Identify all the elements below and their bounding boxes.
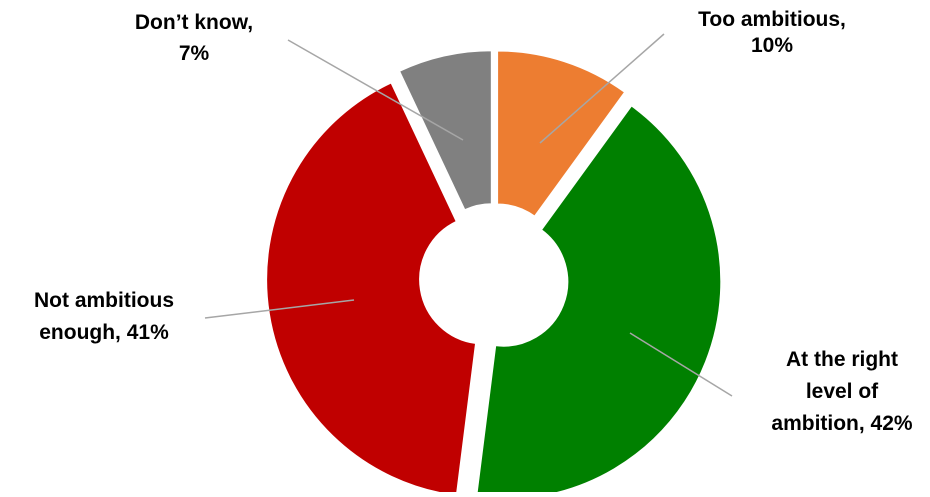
data-label-don-t-know: Don’t know, 7% (135, 11, 253, 65)
data-label-at-the-right-level-of-ambition: At the right level of ambition, 42% (771, 348, 913, 435)
data-label-line: At the right (786, 348, 898, 371)
data-label-line: 10% (751, 34, 793, 57)
data-label-line: Not ambitious (34, 289, 174, 312)
data-label-line: level of (806, 380, 879, 403)
data-label-line: 7% (179, 42, 210, 65)
data-label-line: ambition, 42% (771, 412, 913, 435)
data-label-not-ambitious-enough: Not ambitious enough, 41% (34, 289, 174, 344)
slices-layer (266, 50, 721, 492)
data-label-line: Too ambitious, (698, 8, 846, 31)
data-label-too-ambitious: Too ambitious, 10% (698, 8, 846, 57)
data-label-line: enough, 41% (39, 321, 169, 344)
data-label-line: Don’t know, (135, 11, 253, 34)
